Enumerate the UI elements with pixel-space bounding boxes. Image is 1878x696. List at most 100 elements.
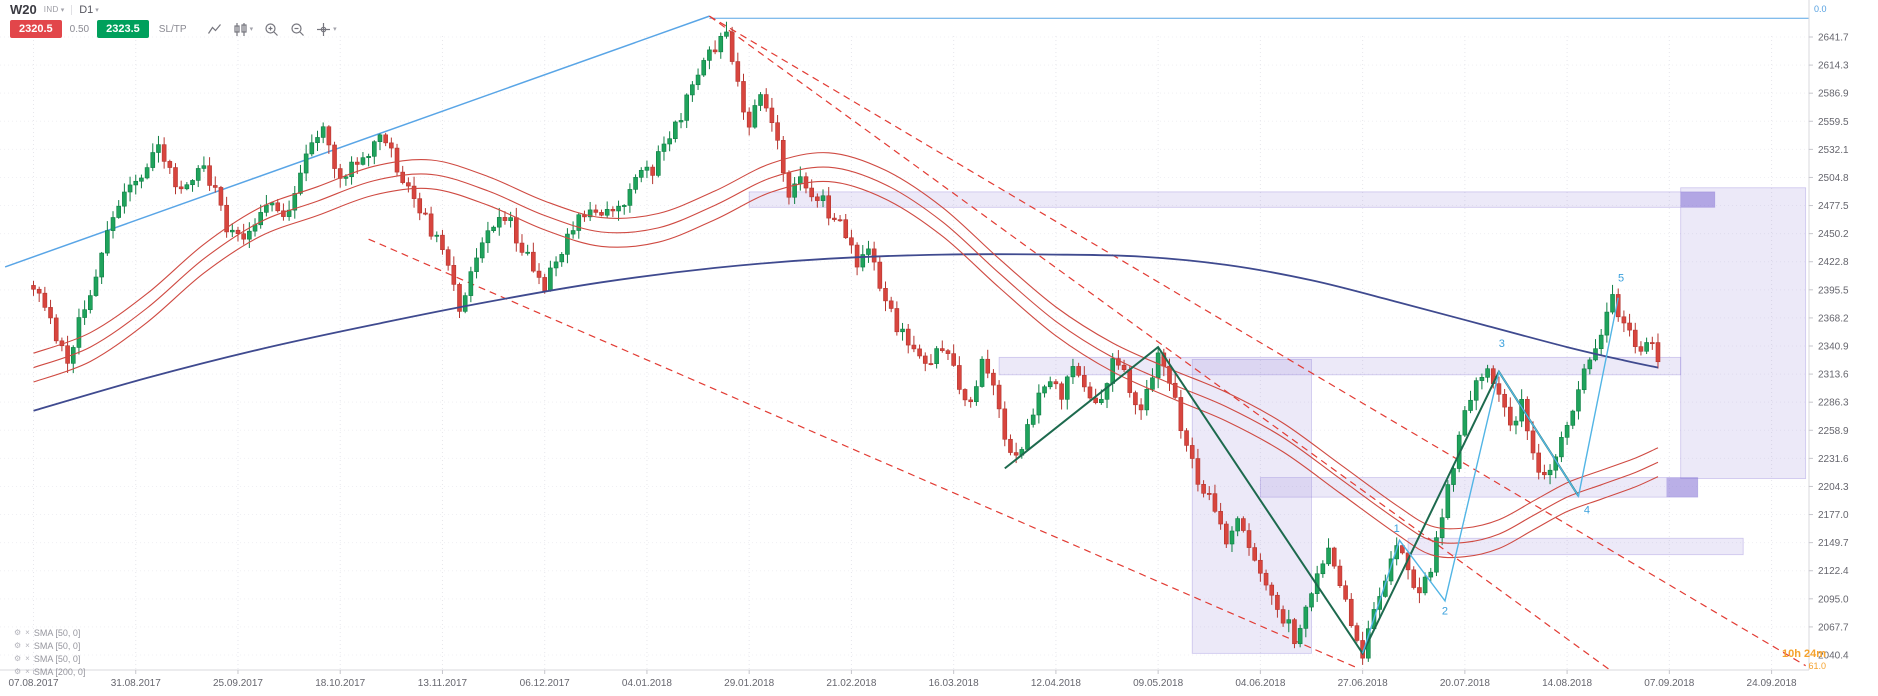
price-tick-label: 2204.3 bbox=[1818, 482, 1849, 493]
date-tick-label: 31.08.2017 bbox=[111, 678, 161, 689]
price-tick-label: 2340.9 bbox=[1818, 342, 1849, 353]
price-tick-label: 2040.4 bbox=[1818, 651, 1849, 662]
price-tick-label: 2231.6 bbox=[1818, 454, 1849, 465]
price-tick-label: 2122.4 bbox=[1818, 566, 1849, 577]
price-tick-label: 2095.0 bbox=[1818, 594, 1849, 605]
timeframe-dropdown[interactable]: D1 ▾ bbox=[79, 3, 99, 16]
spread-label: 0.50 bbox=[69, 23, 90, 35]
date-tick-label: 20.07.2018 bbox=[1440, 678, 1490, 689]
trade-row: 2320.5 0.50 2323.5 SL/TP ▾ ▾ bbox=[10, 20, 337, 38]
gridlines bbox=[0, 36, 1809, 670]
chart-header: W20 IND ▾ D1 ▾ 2320.5 0.50 2323.5 SL/TP … bbox=[10, 2, 337, 38]
price-tick-label: 2477.5 bbox=[1818, 201, 1849, 212]
indicator-legend-item: ⚙ × SMA [50, 0] bbox=[14, 626, 85, 639]
price-tick-label: 2641.7 bbox=[1818, 33, 1849, 44]
price-tick-label: 2395.5 bbox=[1818, 285, 1849, 296]
chart-type-candles-icon[interactable]: ▾ bbox=[233, 22, 254, 37]
indicator-remove-icon[interactable]: × bbox=[25, 666, 30, 676]
sma-50-line[interactable] bbox=[33, 166, 1659, 544]
date-tick-label: 14.08.2018 bbox=[1542, 678, 1592, 689]
price-tick-label: 2313.6 bbox=[1818, 370, 1849, 381]
indicator-label: SMA [50, 0] bbox=[33, 653, 81, 664]
date-tick-label: 16.03.2018 bbox=[929, 678, 979, 689]
zoom-in-icon[interactable] bbox=[264, 22, 279, 37]
date-tick-label: 27.06.2018 bbox=[1338, 678, 1388, 689]
price-tick-label: 2586.9 bbox=[1818, 89, 1849, 100]
zoom-out-icon[interactable] bbox=[290, 22, 305, 37]
demand-zone-box[interactable] bbox=[1191, 359, 1312, 654]
time-remaining-label: 10h 24m bbox=[1781, 648, 1826, 660]
wave-label: 2 bbox=[1442, 605, 1448, 617]
date-tick-label: 07.08.2017 bbox=[8, 678, 58, 689]
projection-zone-right[interactable] bbox=[1680, 187, 1807, 480]
sma-50-lower-line[interactable] bbox=[33, 180, 1659, 559]
price-tick-label: 2286.3 bbox=[1818, 398, 1849, 409]
buy-price-button[interactable]: 2323.5 bbox=[97, 20, 149, 38]
indicator-remove-icon[interactable]: × bbox=[25, 627, 30, 637]
market-type-dropdown[interactable]: IND ▾ bbox=[44, 3, 65, 16]
chevron-down-icon: ▾ bbox=[249, 26, 254, 33]
indicator-label: SMA [200, 0] bbox=[33, 666, 86, 677]
price-tick-label: 2258.9 bbox=[1818, 426, 1849, 437]
fib-level-label: 0.0 bbox=[1814, 4, 1827, 14]
date-tick-label: 29.01.2018 bbox=[724, 678, 774, 689]
indicator-label: SMA [50, 0] bbox=[33, 627, 81, 638]
elliott-wave-path-blue[interactable] bbox=[1361, 297, 1619, 654]
indicator-remove-icon[interactable]: × bbox=[25, 640, 30, 650]
divider bbox=[71, 4, 73, 15]
wave-label: 4 bbox=[1584, 505, 1590, 517]
price-tick-label: 2532.1 bbox=[1818, 145, 1849, 156]
wave-label: 1 bbox=[1394, 523, 1400, 535]
indicator-legend-item: ⚙ × SMA [50, 0] bbox=[14, 652, 85, 665]
zone-handle[interactable] bbox=[1680, 191, 1715, 208]
price-tick-label: 2559.5 bbox=[1818, 117, 1849, 128]
trendline-tool-icon[interactable] bbox=[207, 22, 222, 37]
zones bbox=[748, 187, 1807, 654]
indicator-label: SMA [50, 0] bbox=[33, 640, 81, 651]
status-value-label: 61.0 bbox=[1808, 661, 1826, 671]
chart-tools: ▾ ▾ bbox=[207, 22, 337, 37]
candle-countdown: 10h 24m 61.0 bbox=[1782, 648, 1826, 671]
indicator-remove-icon[interactable]: × bbox=[25, 653, 30, 663]
date-tick-label: 24.09.2018 bbox=[1747, 678, 1797, 689]
chevron-down-icon: ▾ bbox=[60, 6, 65, 14]
wave-label: 5 bbox=[1618, 272, 1624, 284]
zone-handle[interactable] bbox=[1666, 477, 1698, 498]
price-tick-label: 2504.8 bbox=[1818, 173, 1849, 184]
ascending-trendline[interactable] bbox=[4, 15, 710, 268]
indicator-settings-icon[interactable]: ⚙ bbox=[14, 640, 22, 650]
indicator-legend-item: ⚙ × SMA [200, 0] bbox=[14, 665, 85, 678]
crosshair-icon[interactable]: ▾ bbox=[316, 22, 337, 37]
date-tick-label: 13.11.2017 bbox=[418, 678, 468, 689]
price-tick-label: 2149.7 bbox=[1818, 538, 1849, 549]
candlestick-series bbox=[31, 21, 1661, 665]
market-type-label: IND bbox=[43, 5, 59, 14]
support-zone-1[interactable] bbox=[1259, 477, 1699, 498]
descending-trendline-2[interactable] bbox=[709, 15, 1806, 667]
price-tick-label: 2614.3 bbox=[1818, 61, 1849, 72]
plot-area: 1 2 3 4 5 bbox=[0, 15, 1809, 670]
sell-price-button[interactable]: 2320.5 bbox=[10, 20, 62, 38]
price-tick-label: 2177.0 bbox=[1818, 510, 1849, 521]
price-tick-label: 2067.7 bbox=[1818, 622, 1849, 633]
sma-200-line[interactable] bbox=[33, 253, 1659, 412]
date-tick-label: 25.09.2017 bbox=[213, 678, 263, 689]
symbol-label[interactable]: W20 bbox=[10, 2, 37, 17]
resistance-zone-upper[interactable] bbox=[748, 191, 1716, 208]
descending-trendline-1[interactable] bbox=[709, 15, 1611, 670]
indicator-settings-icon[interactable]: ⚙ bbox=[14, 666, 22, 676]
price-tick-label: 2450.2 bbox=[1818, 229, 1849, 240]
wave-label: 3 bbox=[1499, 338, 1505, 350]
indicator-settings-icon[interactable]: ⚙ bbox=[14, 653, 22, 663]
date-tick-label: 18.10.2017 bbox=[315, 678, 365, 689]
timeframe-label: D1 bbox=[79, 3, 94, 16]
date-tick-label: 04.01.2018 bbox=[622, 678, 672, 689]
sma-50-upper-line[interactable] bbox=[33, 152, 1659, 530]
date-tick-label: 06.12.2017 bbox=[520, 678, 570, 689]
indicator-legend: ⚙ × SMA [50, 0] ⚙ × SMA [50, 0] ⚙ × SMA [50, 0] ⚙… bbox=[14, 626, 85, 678]
indicator-settings-icon[interactable]: ⚙ bbox=[14, 627, 22, 637]
date-tick-label: 12.04.2018 bbox=[1031, 678, 1081, 689]
chevron-down-icon: ▾ bbox=[333, 26, 337, 33]
resistance-zone-mid[interactable] bbox=[998, 356, 1682, 376]
